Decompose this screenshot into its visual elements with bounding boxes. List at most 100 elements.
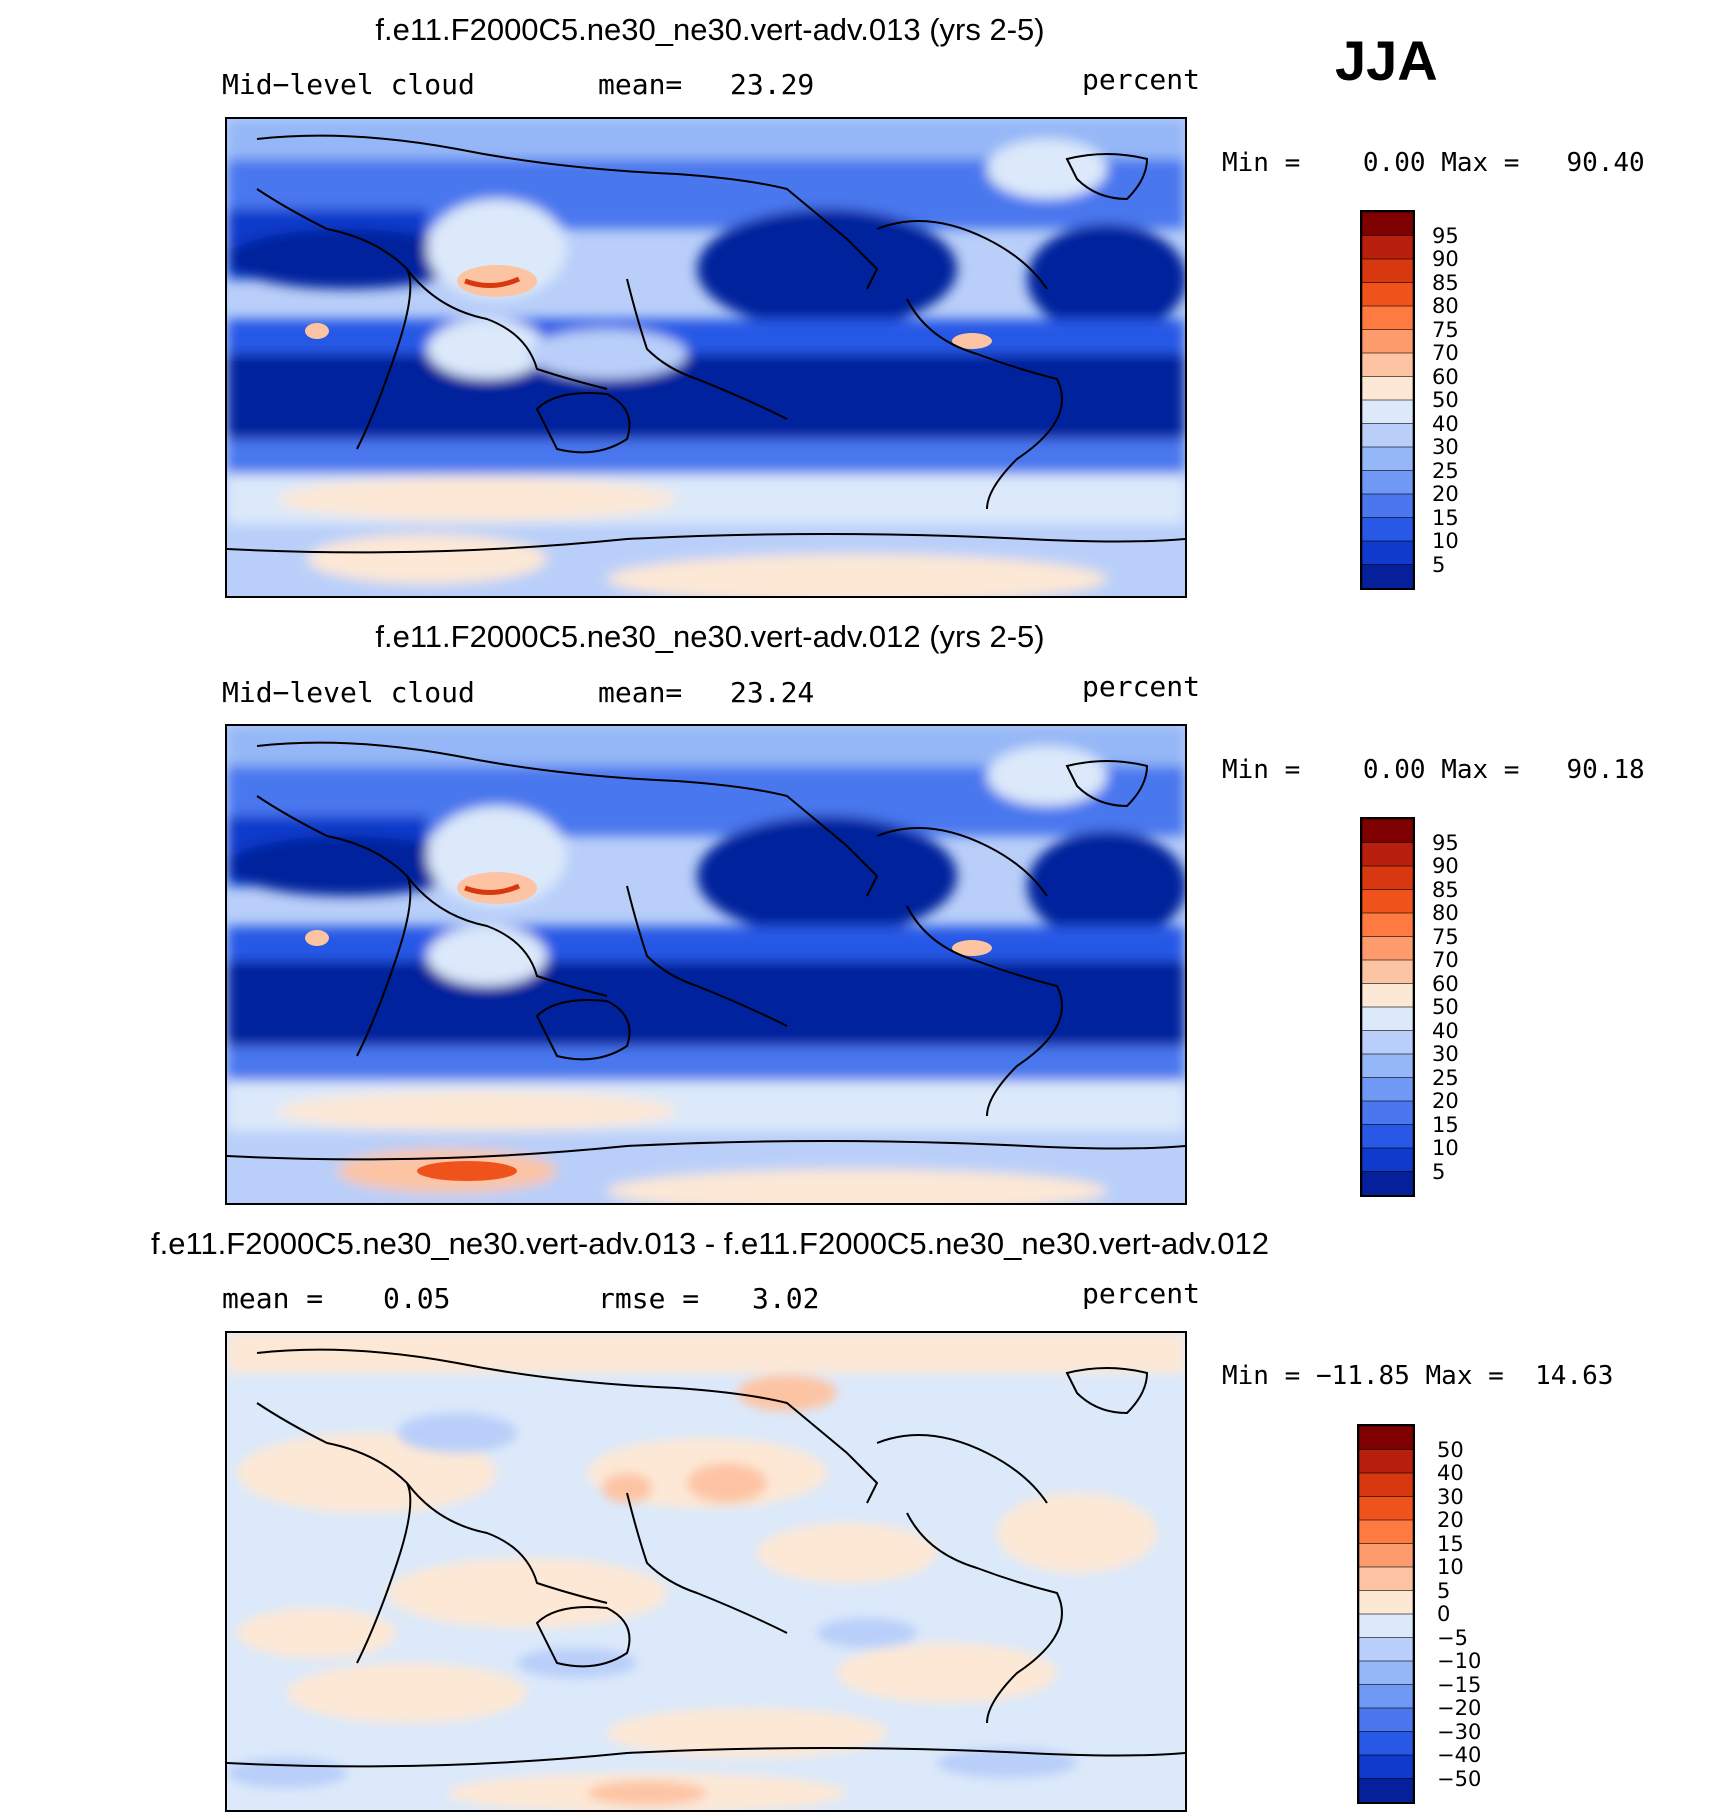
colorbar-tick-label: 70 xyxy=(1432,948,1459,972)
colorbar-tick-label: 40 xyxy=(1432,1018,1459,1043)
colorbar-tick-label: 10 xyxy=(1432,529,1459,553)
panel2-variable-label: Mid−level cloud xyxy=(222,676,475,709)
colorbar-tick-label: 95 xyxy=(1432,223,1459,248)
panel1-mean-value: 23.29 xyxy=(730,68,815,101)
colorbar-tick-label: 85 xyxy=(1432,270,1459,295)
colorbar-swatch xyxy=(1359,1519,1413,1545)
colorbar-tick-label: 70 xyxy=(1432,341,1459,365)
colorbar-tick-label: −15 xyxy=(1437,1672,1482,1697)
season-label: JJA xyxy=(1335,29,1438,92)
panel3-colorbar xyxy=(1357,1424,1415,1804)
colorbar-swatch xyxy=(1362,1100,1413,1126)
colorbar-swatch xyxy=(1359,1543,1413,1568)
colorbar-tick-label: 80 xyxy=(1432,294,1459,318)
panel1-title: f.e11.F2000C5.ne30_ne30.vert-adv.013 (yr… xyxy=(375,12,1045,47)
colorbar-tick-label: 5 xyxy=(1432,552,1446,577)
colorbar-tick-label: 30 xyxy=(1432,435,1459,459)
panel2-minmax: Min = 0.00 Max = 90.18 xyxy=(1222,755,1645,785)
colorbar-tick-label: 20 xyxy=(1437,1508,1464,1532)
panel1-units: percent xyxy=(1082,63,1201,96)
colorbar-swatch xyxy=(1362,1030,1413,1055)
panel2-units: percent xyxy=(1082,670,1201,703)
panel1-colorbar xyxy=(1360,210,1415,590)
colorbar-swatch xyxy=(1362,1077,1413,1102)
panel3-rmse-label: rmse = xyxy=(598,1282,700,1315)
colorbar-tick-label: 25 xyxy=(1432,458,1459,483)
colorbar-tick-label: 20 xyxy=(1432,482,1459,506)
colorbar-swatch xyxy=(1362,936,1413,961)
panel2-mean-label: mean= xyxy=(598,676,683,709)
colorbar-swatch xyxy=(1362,258,1413,284)
colorbar-swatch xyxy=(1362,889,1413,914)
colorbar-swatch xyxy=(1362,983,1413,1008)
colorbar-tick-label: −10 xyxy=(1437,1649,1482,1673)
colorbar-swatch xyxy=(1362,282,1413,307)
colorbar-swatch xyxy=(1362,235,1413,260)
colorbar-tick-label: 40 xyxy=(1432,411,1459,436)
colorbar-swatch xyxy=(1362,912,1413,938)
panel3-map xyxy=(225,1331,1187,1812)
colorbar-swatch xyxy=(1359,1426,1413,1451)
panel3-minmax: Min = −11.85 Max = 14.63 xyxy=(1222,1361,1614,1391)
colorbar-tick-label: 30 xyxy=(1437,1484,1464,1509)
panel1-minmax: Min = 0.00 Max = 90.40 xyxy=(1222,148,1645,178)
colorbar-swatch xyxy=(1359,1613,1413,1639)
panel2-title: f.e11.F2000C5.ne30_ne30.vert-adv.012 (yr… xyxy=(375,619,1045,654)
colorbar-swatch xyxy=(1359,1590,1413,1615)
colorbar-tick-label: 15 xyxy=(1432,505,1459,530)
colorbar-swatch xyxy=(1359,1684,1413,1709)
panel3-mean-value: 0.05 xyxy=(383,1282,451,1315)
colorbar-swatch xyxy=(1362,493,1413,519)
colorbar-tick-label: 15 xyxy=(1432,1112,1459,1137)
colorbar-tick-label: 50 xyxy=(1437,1437,1464,1462)
colorbar-swatch xyxy=(1362,446,1413,472)
colorbar-tick-label: −40 xyxy=(1437,1743,1482,1767)
panel1-mean-label: mean= xyxy=(598,68,683,101)
colorbar-tick-label: −5 xyxy=(1437,1625,1468,1650)
colorbar-swatch xyxy=(1362,399,1413,425)
colorbar-swatch xyxy=(1359,1778,1413,1802)
colorbar-swatch xyxy=(1359,1566,1413,1592)
colorbar-swatch xyxy=(1359,1660,1413,1686)
colorbar-tick-label: 90 xyxy=(1432,247,1459,271)
colorbar-swatch xyxy=(1359,1449,1413,1474)
colorbar-swatch xyxy=(1359,1472,1413,1498)
colorbar-swatch xyxy=(1362,564,1413,588)
colorbar-swatch xyxy=(1359,1731,1413,1756)
colorbar-swatch xyxy=(1362,212,1413,237)
panel3-mean-label: mean = xyxy=(222,1282,324,1315)
colorbar-swatch xyxy=(1359,1637,1413,1662)
colorbar-swatch xyxy=(1359,1754,1413,1780)
colorbar-swatch xyxy=(1362,329,1413,354)
colorbar-swatch xyxy=(1362,959,1413,985)
colorbar-tick-label: 80 xyxy=(1432,901,1459,925)
colorbar-tick-label: 60 xyxy=(1432,971,1459,996)
colorbar-tick-label: −30 xyxy=(1437,1719,1482,1744)
colorbar-swatch xyxy=(1359,1707,1413,1733)
colorbar-tick-label: 40 xyxy=(1437,1461,1464,1485)
colorbar-swatch xyxy=(1362,1124,1413,1149)
colorbar-swatch xyxy=(1362,376,1413,401)
colorbar-tick-label: −50 xyxy=(1437,1766,1482,1791)
colorbar-swatch xyxy=(1362,423,1413,448)
colorbar-tick-label: 10 xyxy=(1437,1555,1464,1579)
colorbar-swatch xyxy=(1362,842,1413,867)
colorbar-swatch xyxy=(1362,352,1413,378)
colorbar-tick-label: 60 xyxy=(1432,364,1459,389)
panel2-map xyxy=(225,724,1187,1205)
colorbar-tick-label: 75 xyxy=(1432,317,1459,342)
colorbar-swatch xyxy=(1362,1171,1413,1195)
colorbar-tick-label: 5 xyxy=(1437,1578,1451,1603)
colorbar-swatch xyxy=(1362,1006,1413,1032)
colorbar-tick-label: 5 xyxy=(1432,1159,1446,1184)
colorbar-tick-label: 0 xyxy=(1437,1602,1451,1626)
colorbar-swatch xyxy=(1362,1147,1413,1173)
colorbar-tick-label: 25 xyxy=(1432,1065,1459,1090)
panel1-variable-label: Mid−level cloud xyxy=(222,68,475,101)
colorbar-tick-label: 15 xyxy=(1437,1531,1464,1556)
colorbar-tick-label: 90 xyxy=(1432,854,1459,878)
colorbar-swatch xyxy=(1362,540,1413,566)
colorbar-swatch xyxy=(1362,517,1413,542)
colorbar-tick-label: 20 xyxy=(1432,1089,1459,1113)
panel3-rmse-value: 3.02 xyxy=(752,1282,820,1315)
